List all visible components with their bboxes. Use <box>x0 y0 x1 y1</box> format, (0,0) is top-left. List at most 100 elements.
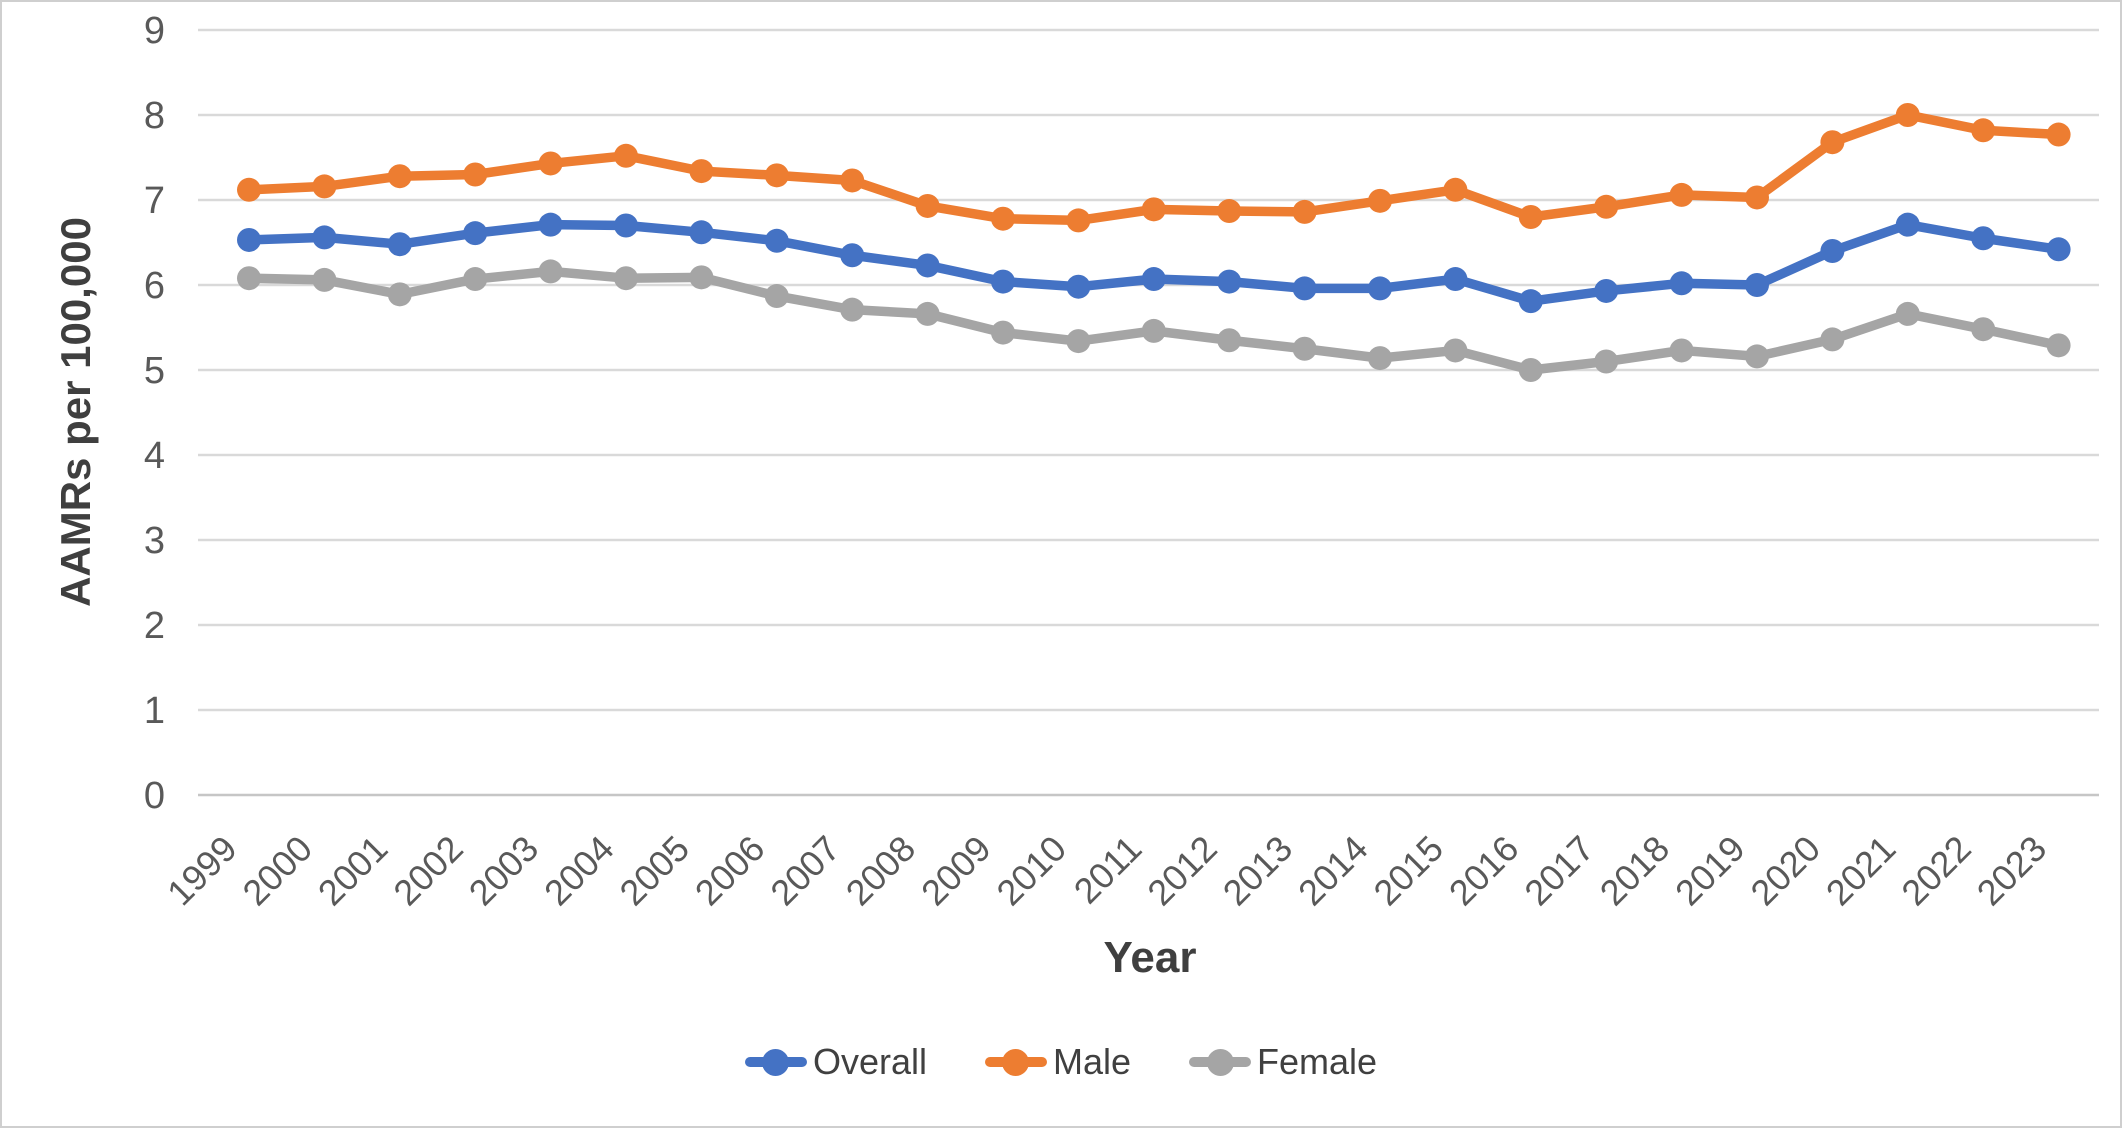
x-tick-label-2016: 2016 <box>1441 828 1527 914</box>
x-tick-label-2019: 2019 <box>1667 828 1753 914</box>
data-point-female-2019 <box>1745 344 1769 369</box>
x-tick-label-2001: 2001 <box>310 828 396 914</box>
data-point-female-2010 <box>1066 329 1091 354</box>
data-point-female-2004 <box>614 266 638 291</box>
data-point-male-2005 <box>689 159 714 184</box>
x-axis-tick-labels: 1999200020012002200320042005200620072008… <box>159 828 2054 914</box>
data-point-female-2011 <box>1141 318 1166 343</box>
data-point-overall-2008 <box>915 253 940 278</box>
x-tick-label-2000: 2000 <box>234 828 320 914</box>
plot-series <box>237 103 2071 382</box>
data-point-male-2002 <box>463 162 488 187</box>
x-tick-label-2002: 2002 <box>385 828 471 914</box>
y-axis-title: AAMRs per 100,000 <box>52 217 99 607</box>
data-point-male-1999 <box>237 177 261 202</box>
data-point-overall-2013 <box>1292 276 1317 301</box>
legend-label-overall: Overall <box>812 1041 927 1082</box>
legend-dot-icon <box>1206 1048 1234 1076</box>
data-point-female-2013 <box>1292 336 1317 361</box>
data-point-female-2012 <box>1217 328 1242 353</box>
data-point-male-2000 <box>312 174 337 199</box>
data-point-female-2018 <box>1669 338 1694 363</box>
data-point-female-2005 <box>689 265 714 290</box>
data-point-male-2004 <box>614 143 638 168</box>
data-point-female-2003 <box>538 259 563 284</box>
data-point-overall-2014 <box>1368 276 1392 301</box>
data-point-female-2000 <box>312 267 337 292</box>
y-tick-label-0: 0 <box>144 775 165 817</box>
data-point-overall-2012 <box>1217 269 1242 294</box>
x-tick-label-2003: 2003 <box>461 828 547 914</box>
data-point-male-2013 <box>1292 199 1317 224</box>
x-tick-label-2018: 2018 <box>1592 828 1678 914</box>
x-axis-title: Year <box>1104 933 1197 982</box>
x-tick-label-2023: 2023 <box>1969 828 2055 914</box>
data-point-male-2010 <box>1066 208 1091 233</box>
x-tick-label-2008: 2008 <box>838 828 924 914</box>
legend-item-male: Male <box>984 1041 1131 1083</box>
legend-marker-overall <box>744 1047 807 1077</box>
x-tick-label-2022: 2022 <box>1893 828 1979 914</box>
data-point-male-2014 <box>1368 188 1392 213</box>
data-point-overall-2009 <box>991 269 1015 294</box>
y-tick-label-5: 5 <box>144 350 165 392</box>
legend-label-female: Female <box>1257 1041 1378 1082</box>
x-tick-label-2012: 2012 <box>1139 828 1225 914</box>
x-tick-label-2021: 2021 <box>1818 828 1904 914</box>
x-tick-label-2005: 2005 <box>611 828 697 914</box>
data-point-overall-2023 <box>2046 237 2071 262</box>
data-point-female-2023 <box>2046 333 2071 358</box>
data-point-overall-2019 <box>1745 273 1769 297</box>
data-point-female-2006 <box>764 284 789 309</box>
y-tick-label-7: 7 <box>144 180 165 222</box>
x-tick-label-2004: 2004 <box>536 828 622 914</box>
y-tick-label-1: 1 <box>144 690 165 732</box>
data-point-overall-2020 <box>1820 239 1845 263</box>
data-point-overall-2011 <box>1141 267 1166 292</box>
data-point-female-2009 <box>991 320 1015 345</box>
gridlines <box>198 28 2099 797</box>
y-tick-label-8: 8 <box>144 95 165 137</box>
data-point-overall-2022 <box>1971 226 1996 251</box>
x-tick-label-2007: 2007 <box>762 828 848 914</box>
y-tick-label-3: 3 <box>144 520 165 562</box>
data-point-female-2015 <box>1443 338 1468 363</box>
x-tick-label-2013: 2013 <box>1215 828 1301 914</box>
legend-dot-icon <box>1002 1048 1030 1076</box>
legend-marker-female <box>1189 1047 1251 1077</box>
data-point-female-2020 <box>1820 327 1845 352</box>
data-point-male-2017 <box>1594 194 1619 219</box>
data-point-female-2021 <box>1895 301 1920 326</box>
data-point-male-2009 <box>991 206 1015 231</box>
x-tick-label-2015: 2015 <box>1365 828 1451 914</box>
data-point-overall-2010 <box>1066 274 1091 299</box>
data-point-female-2016 <box>1518 358 1543 382</box>
y-tick-label-2: 2 <box>144 605 165 647</box>
x-tick-label-2010: 2010 <box>988 828 1074 914</box>
data-point-overall-2015 <box>1443 267 1468 292</box>
data-point-female-2007 <box>840 297 865 322</box>
data-point-overall-2018 <box>1669 271 1694 296</box>
data-point-female-1999 <box>237 266 261 291</box>
x-tick-label-2014: 2014 <box>1290 828 1376 914</box>
y-axis-tick-labels: 0 1 2 3 4 5 6 7 8 9 <box>144 10 165 817</box>
data-point-male-2012 <box>1217 199 1242 224</box>
data-point-male-2008 <box>915 193 940 218</box>
y-tick-label-4: 4 <box>144 435 165 477</box>
data-point-overall-2006 <box>764 228 789 253</box>
x-tick-label-2011: 2011 <box>1066 828 1150 912</box>
data-point-overall-2005 <box>689 220 714 245</box>
legend: Overall Male Female <box>2 1036 2120 1088</box>
y-tick-label-9: 9 <box>144 10 165 52</box>
legend-item-overall: Overall <box>744 1041 927 1083</box>
data-point-male-2023 <box>2046 122 2071 147</box>
data-point-overall-2001 <box>387 232 412 257</box>
data-point-overall-2021 <box>1895 212 1920 237</box>
data-point-male-2022 <box>1971 118 1996 143</box>
x-tick-label-2017: 2017 <box>1516 828 1602 914</box>
legend-dot-icon <box>762 1048 790 1076</box>
legend-label-male: Male <box>1052 1041 1131 1082</box>
data-point-overall-2007 <box>840 243 865 268</box>
